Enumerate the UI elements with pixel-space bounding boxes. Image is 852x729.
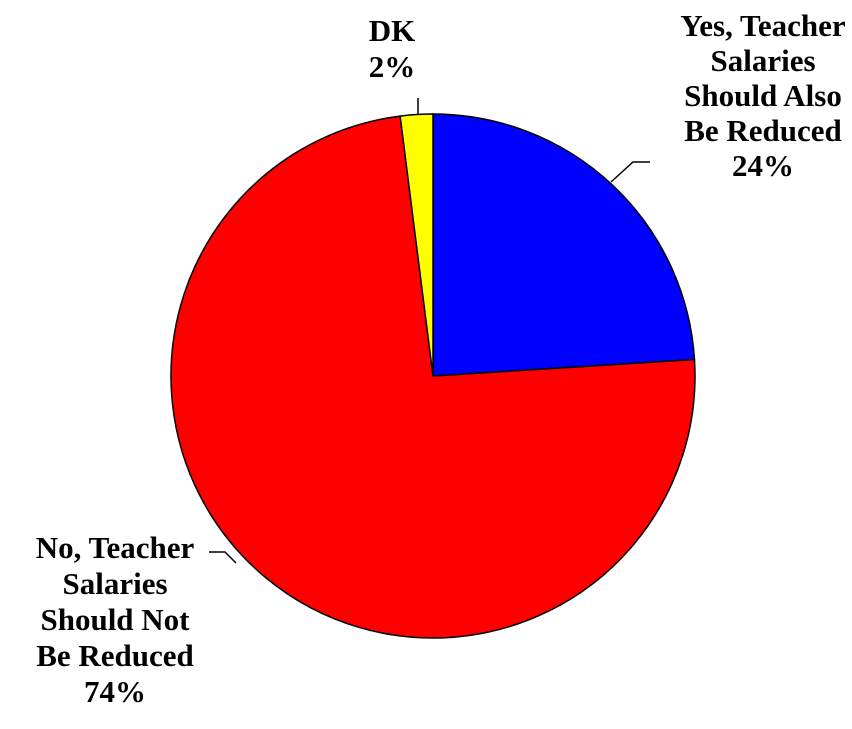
slice-label-line: Be Reduced	[36, 638, 194, 673]
slice-label-line: No, Teacher	[36, 530, 195, 565]
leader-line-2	[209, 551, 237, 564]
slice-label-line: Be Reduced	[684, 113, 842, 148]
slice-label-1: Yes, Teacher Salaries Should Also Be Reduce…	[680, 8, 846, 183]
slice-label-line: Yes, Teacher	[680, 8, 846, 43]
slice-label-line: DK	[369, 13, 416, 48]
leader-lines	[209, 98, 650, 564]
slice-label-line: Salaries	[62, 566, 167, 601]
slice-label-3: DK 2%	[369, 13, 416, 84]
slice-value-label: 74%	[84, 674, 146, 709]
pie-slice-2	[170, 115, 696, 639]
slice-label-2: No, Teacher Salaries Should Not Be Reduced 7…	[36, 530, 195, 709]
slice-label-line: Salaries	[710, 43, 815, 78]
slice-value-label: 24%	[732, 148, 794, 183]
slice-labels: Yes, Teacher Salaries Should Also Be Reduce…	[36, 8, 846, 709]
pie-slices	[170, 113, 696, 639]
slice-label-line: Should Also	[684, 78, 842, 113]
slice-value-label: 2%	[369, 49, 416, 84]
slice-label-line: Should Not	[40, 602, 190, 637]
pie-slice-3	[399, 113, 434, 377]
leader-line-1	[610, 161, 650, 183]
pie-slice-1	[432, 113, 696, 377]
